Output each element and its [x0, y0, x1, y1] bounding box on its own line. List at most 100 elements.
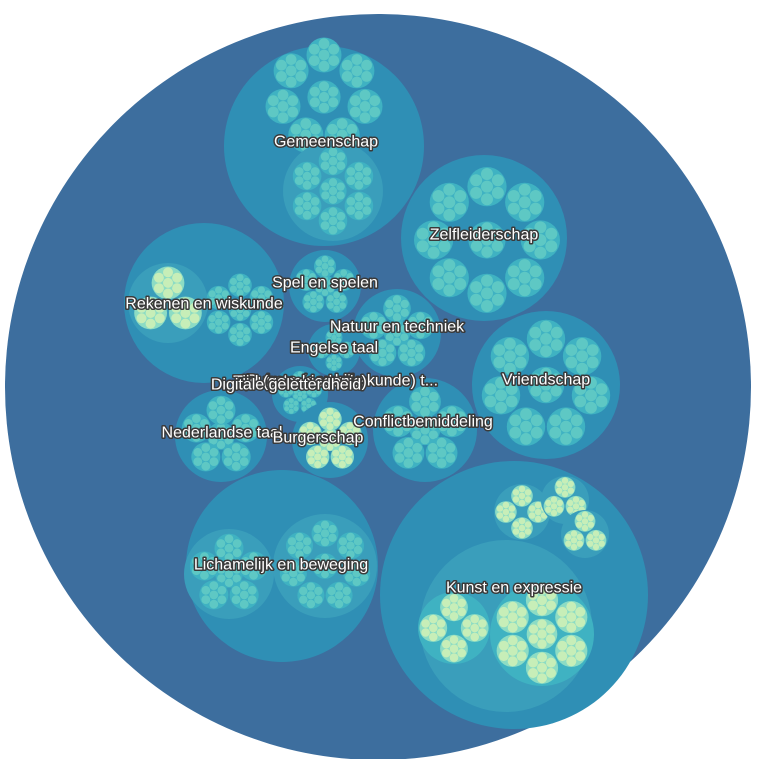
leaf-circle[interactable]	[518, 208, 531, 221]
leaf-circle[interactable]	[336, 129, 348, 141]
leaf-circle[interactable]	[287, 106, 299, 118]
leaf-circle[interactable]	[443, 183, 456, 196]
leaf-circle[interactable]	[313, 524, 322, 534]
leaf-circle[interactable]	[556, 480, 563, 488]
leaf-circle[interactable]	[587, 521, 594, 528]
leaf-circle[interactable]	[296, 573, 305, 582]
leaf-circle[interactable]	[436, 458, 447, 468]
leaf-circle[interactable]	[180, 318, 191, 329]
leaf-circle[interactable]	[172, 283, 183, 294]
leaf-circle[interactable]	[163, 267, 173, 278]
leaf-circle[interactable]	[309, 86, 320, 97]
leaf-circle[interactable]	[154, 313, 165, 324]
leaf-circle[interactable]	[339, 433, 347, 441]
leaf-circle[interactable]	[328, 533, 337, 542]
leaf-circle[interactable]	[518, 517, 526, 525]
leaf-circle[interactable]	[289, 560, 298, 569]
leaf-circle[interactable]	[239, 599, 249, 609]
leaf-circle[interactable]	[407, 348, 416, 358]
leaf-circle[interactable]	[284, 406, 290, 412]
leaf-circle[interactable]	[540, 391, 552, 403]
leaf-circle[interactable]	[328, 86, 339, 97]
leaf-circle[interactable]	[377, 325, 386, 334]
leaf-circle[interactable]	[370, 344, 380, 353]
leaf-circle[interactable]	[328, 207, 338, 217]
leaf-circle[interactable]	[545, 227, 558, 240]
leaf-circle[interactable]	[428, 420, 438, 430]
leaf-circle[interactable]	[557, 640, 568, 651]
leaf-circle[interactable]	[369, 330, 378, 339]
leaf-circle[interactable]	[201, 585, 211, 595]
leaf-circle[interactable]	[308, 43, 320, 55]
leaf-circle[interactable]	[545, 634, 556, 644]
leaf-circle[interactable]	[493, 356, 506, 369]
leaf-circle[interactable]	[407, 339, 416, 349]
leaf-circle[interactable]	[332, 419, 341, 427]
leaf-circle[interactable]	[257, 301, 265, 309]
leaf-circle[interactable]	[285, 54, 297, 65]
leaf-circle[interactable]	[342, 586, 351, 596]
leaf-circle[interactable]	[200, 552, 209, 562]
leaf-circle[interactable]	[454, 190, 467, 202]
leaf-circle[interactable]	[201, 461, 211, 471]
leaf-circle[interactable]	[192, 557, 201, 566]
leaf-circle[interactable]	[249, 419, 258, 428]
leaf-circle[interactable]	[230, 310, 238, 317]
leaf-circle[interactable]	[302, 162, 312, 172]
leaf-circle[interactable]	[384, 421, 395, 432]
leaf-circle[interactable]	[449, 603, 459, 612]
leaf-circle[interactable]	[491, 281, 504, 294]
leaf-circle[interactable]	[550, 326, 563, 339]
leaf-circle[interactable]	[344, 352, 350, 359]
leaf-circle[interactable]	[528, 624, 539, 634]
leaf-circle[interactable]	[241, 432, 251, 442]
leaf-circle[interactable]	[321, 270, 329, 277]
leaf-circle[interactable]	[184, 428, 193, 438]
leaf-circle[interactable]	[524, 489, 532, 496]
leaf-circle[interactable]	[470, 174, 483, 187]
leaf-circle[interactable]	[224, 561, 234, 570]
leaf-circle[interactable]	[351, 54, 363, 65]
leaf-circle[interactable]	[302, 545, 312, 555]
leaf-circle[interactable]	[400, 324, 409, 333]
leaf-circle[interactable]	[438, 240, 451, 253]
subdomain-circle[interactable]	[494, 484, 550, 540]
leaf-circle[interactable]	[209, 427, 218, 436]
leaf-circle[interactable]	[297, 382, 303, 388]
leaf-circle[interactable]	[528, 634, 539, 644]
leaf-circle[interactable]	[224, 410, 234, 420]
leaf-circle[interactable]	[528, 505, 536, 512]
leaf-circle[interactable]	[520, 408, 532, 421]
leaf-circle[interactable]	[200, 419, 209, 428]
leaf-circle[interactable]	[290, 123, 302, 135]
leaf-circle[interactable]	[392, 313, 402, 322]
leaf-circle[interactable]	[306, 599, 316, 609]
leaf-circle[interactable]	[229, 277, 237, 286]
leaf-circle[interactable]	[352, 433, 360, 441]
leaf-circle[interactable]	[295, 532, 304, 542]
leaf-circle[interactable]	[328, 147, 338, 157]
leaf-circle[interactable]	[316, 384, 322, 390]
leaf-circle[interactable]	[315, 266, 323, 274]
leaf-circle[interactable]	[309, 273, 316, 280]
leaf-circle[interactable]	[507, 278, 520, 290]
leaf-circle[interactable]	[528, 657, 538, 668]
leaf-circle[interactable]	[281, 573, 290, 582]
leaf-circle[interactable]	[294, 197, 304, 206]
leaf-circle[interactable]	[310, 305, 317, 313]
leaf-circle[interactable]	[428, 391, 439, 402]
leaf-circle[interactable]	[310, 135, 321, 146]
leaf-circle[interactable]	[193, 457, 203, 466]
leaf-circle[interactable]	[393, 426, 403, 437]
leaf-circle[interactable]	[507, 190, 520, 202]
leaf-circle[interactable]	[328, 156, 338, 166]
leaf-circle[interactable]	[243, 277, 251, 286]
leaf-circle[interactable]	[321, 276, 329, 283]
leaf-circle[interactable]	[481, 300, 493, 312]
leaf-circle[interactable]	[313, 426, 321, 434]
leaf-circle[interactable]	[362, 176, 372, 186]
leaf-circle[interactable]	[369, 312, 378, 321]
leaf-circle[interactable]	[454, 265, 467, 278]
leaf-circle[interactable]	[587, 533, 594, 541]
leaf-circle[interactable]	[302, 269, 310, 277]
